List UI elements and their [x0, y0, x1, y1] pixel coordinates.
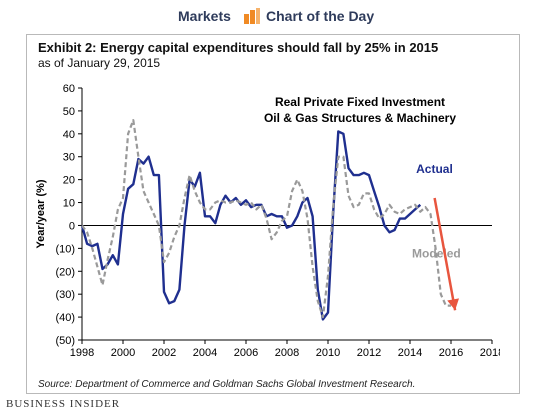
x-tick-label: 1998	[70, 347, 94, 359]
x-tick-label: 2014	[398, 347, 422, 359]
chart-logo-icon	[244, 8, 260, 24]
series-label-modeled: Modeled	[412, 247, 461, 261]
y-tick-label: (30)	[55, 289, 75, 301]
x-tick-label: 2016	[439, 347, 463, 359]
series-line-actual	[80, 130, 422, 321]
brand-logo: BUSINESS INSIDER	[6, 398, 121, 410]
forecast-arrow	[433, 197, 457, 311]
source-note: Source: Department of Commerce and Goldm…	[38, 379, 416, 390]
y-tick-label: (40)	[55, 312, 75, 324]
y-tick-label: 20	[63, 175, 75, 187]
x-tick-label: 2004	[193, 347, 217, 359]
y-tick-label: 0	[69, 220, 75, 232]
chart-title: Real Private Fixed Investment	[275, 95, 445, 109]
x-tick-label: 2000	[111, 347, 135, 359]
y-tick-label: 40	[63, 129, 75, 141]
x-tick-label: 2006	[234, 347, 258, 359]
exhibit-subtitle: as of January 29, 2015	[38, 56, 161, 70]
x-tick-label: 2002	[152, 347, 176, 359]
y-tick-label: 60	[63, 83, 75, 95]
header-markets[interactable]: Markets	[178, 8, 231, 24]
y-tick-label: (10)	[55, 243, 75, 255]
x-tick-label: 2008	[275, 347, 299, 359]
y-axis-label: Year/year (%)	[35, 179, 47, 248]
y-tick-label: 30	[63, 152, 75, 164]
x-tick-label: 2018	[480, 347, 500, 359]
series-group: Actual Modeled	[80, 118, 461, 321]
forecast-arrow-head	[447, 298, 460, 311]
header: Markets Chart of the Day	[0, 0, 550, 34]
x-tick-label: 2010	[316, 347, 340, 359]
series-label-actual: Actual	[416, 162, 453, 176]
x-tick-label: 2012	[357, 347, 381, 359]
exhibit-title: Exhibit 2: Energy capital expenditures s…	[38, 40, 439, 55]
chart-subtitle: Oil & Gas Structures & Machinery	[264, 111, 456, 125]
y-tick-label: (20)	[55, 266, 75, 278]
y-tick-label: 50	[63, 106, 75, 118]
y-tick-label: (50)	[55, 335, 75, 347]
y-tick-label: 10	[63, 198, 75, 210]
header-chart-of-the-day[interactable]: Chart of the Day	[266, 8, 375, 24]
series-line-modeled	[81, 118, 451, 319]
